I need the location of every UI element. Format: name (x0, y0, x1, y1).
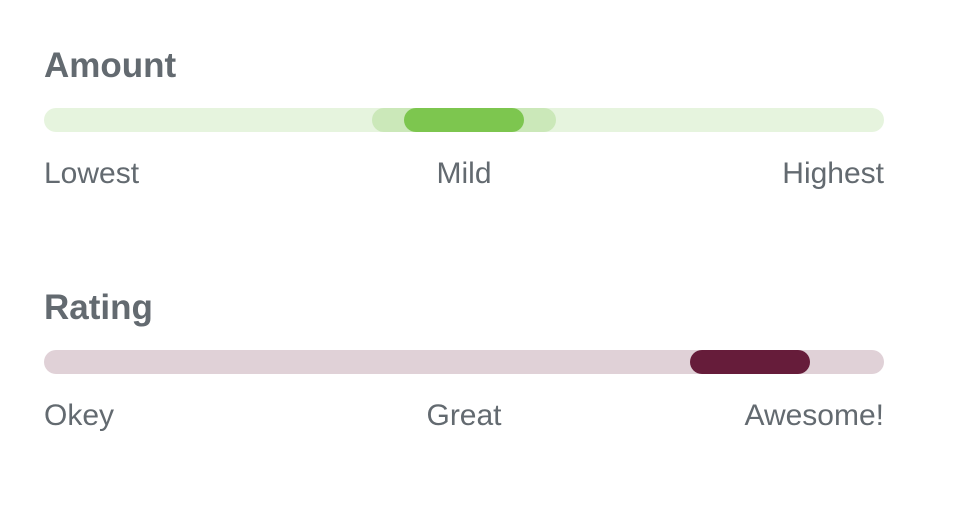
rating-track[interactable] (44, 350, 884, 374)
amount-scale-label-high: Highest (782, 157, 884, 190)
amount-scale-label-mid: Mild (436, 157, 492, 190)
rating-scale: Okey Great Awesome! (44, 398, 884, 434)
amount-scale: Lowest Mild Highest (44, 156, 884, 192)
rating-scale-label-low: Okey (44, 399, 115, 432)
amount-slider-group: Amount Lowest Mild Highest (44, 44, 884, 192)
amount-track[interactable] (44, 108, 884, 132)
rating-slider-group: Rating Okey Great Awesome! (44, 286, 884, 434)
amount-title: Amount (44, 46, 177, 85)
rating-scale-label-mid: Great (426, 399, 502, 432)
rating-title: Rating (44, 288, 153, 327)
rating-slider-thumb[interactable] (689, 350, 810, 374)
rating-scale-label-high: Awesome! (744, 399, 884, 432)
amount-slider-thumb[interactable] (404, 108, 524, 132)
amount-scale-label-low: Lowest (44, 157, 140, 190)
